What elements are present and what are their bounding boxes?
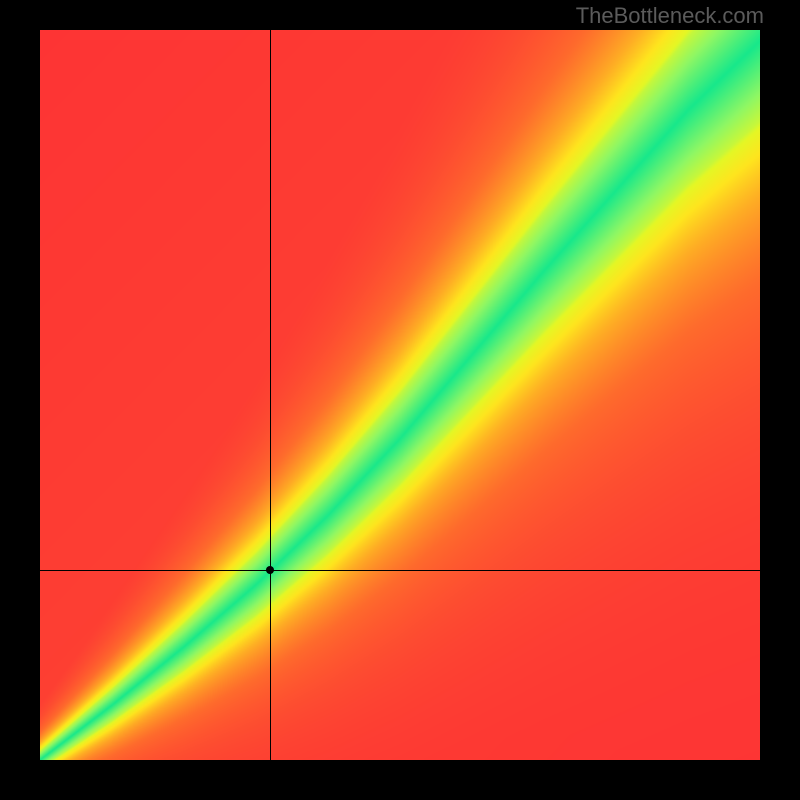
crosshair-horizontal — [40, 570, 760, 571]
watermark-text: TheBottleneck.com — [576, 3, 764, 29]
crosshair-vertical — [270, 30, 271, 760]
heatmap-plot — [40, 30, 760, 760]
heatmap-canvas — [40, 30, 760, 760]
